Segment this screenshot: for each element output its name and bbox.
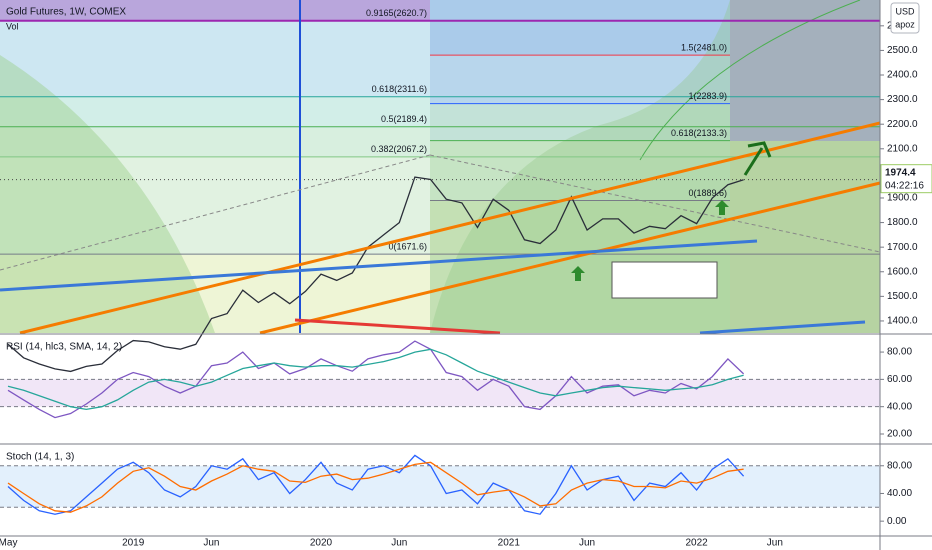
fib-label: 1(2283.9) <box>688 91 727 101</box>
fib-label: 0.618(2133.3) <box>671 128 727 138</box>
y-tick-label: 1400.0 <box>887 316 918 327</box>
last-price-label: 1974.4 <box>885 167 916 178</box>
x-tick-label: 2019 <box>122 538 145 549</box>
x-tick-label: 2020 <box>310 538 333 549</box>
y-tick-label: 40.00 <box>887 488 912 499</box>
x-tick-label: 2022 <box>685 538 708 549</box>
rsi-pane: RSI (14, hlc3, SMA, 14, 2) <box>0 340 880 419</box>
currency: USD <box>895 6 915 16</box>
fib-label: 1.5(2481.0) <box>681 42 727 52</box>
fib-label: 0.5(2189.4) <box>381 114 427 124</box>
y-tick-label: 2300.0 <box>887 94 918 105</box>
y-tick-label: 2200.0 <box>887 119 918 130</box>
background <box>0 0 880 333</box>
x-tick-label: Jun <box>579 538 595 549</box>
series-line <box>7 348 744 411</box>
scale-mode: apoz <box>895 19 915 29</box>
band <box>0 465 880 508</box>
fib-label: 0(1671.6) <box>388 242 427 252</box>
fib-label: 0.618(2311.6) <box>372 84 427 94</box>
fib-label: 0(1889.6) <box>688 188 727 198</box>
series-line <box>7 454 745 515</box>
y-tick-label: 1800.0 <box>887 217 918 228</box>
y-tick-label: 2500.0 <box>887 45 918 56</box>
y-tick-label: 80.00 <box>887 347 912 358</box>
pane-title: Gold Futures, 1W, COMEX <box>6 7 126 18</box>
last-price-box <box>880 164 932 194</box>
y-tick-label: 2400.0 <box>887 70 918 81</box>
x-tick-label: Jun <box>391 538 407 549</box>
pane-title: RSI (14, hlc3, SMA, 14, 2) <box>6 342 122 353</box>
y-tick-label: 1500.0 <box>887 291 918 302</box>
y-tick-label: 80.00 <box>887 460 912 471</box>
y-tick-label: 60.00 <box>887 374 912 385</box>
y-tick-label: 40.00 <box>887 401 912 412</box>
x-tick-label: 2021 <box>498 538 521 549</box>
pane-title: Stoch (14, 1, 3) <box>6 452 74 463</box>
y-tick-label: 2100.0 <box>887 143 918 154</box>
series-line <box>7 176 744 373</box>
currency-box <box>890 2 920 34</box>
series-line <box>7 461 744 513</box>
y-tick-label: 1700.0 <box>887 242 918 253</box>
countdown: 04:22:16 <box>885 180 924 191</box>
drawings <box>0 0 881 335</box>
fib-label: 0.9165(2620.7) <box>366 8 427 18</box>
subtitle: Vol <box>6 21 19 31</box>
y-tick-label: 1900.0 <box>887 193 918 204</box>
band <box>0 379 880 407</box>
y-tick-label: 1600.0 <box>887 266 918 277</box>
x-tick-label: May <box>0 538 17 549</box>
fib-label: 0.382(2067.2) <box>371 144 427 154</box>
y-tick-label: 0.00 <box>887 516 907 527</box>
y-tick-label: 20.00 <box>887 429 912 440</box>
x-tick-label: Jun <box>203 538 219 549</box>
stoch-pane: Stoch (14, 1, 3) <box>0 452 880 515</box>
x-tick-label: Jun <box>767 538 783 549</box>
